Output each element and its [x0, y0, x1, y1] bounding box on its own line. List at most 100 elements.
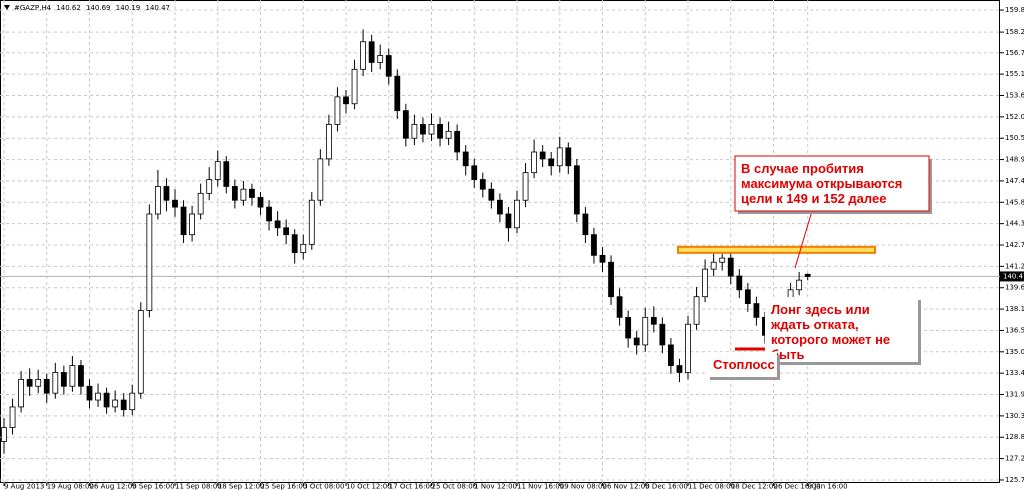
y-tick-label: 127.25: [1005, 455, 1024, 463]
candle-body: [60, 372, 67, 387]
x-tick-label: 25 Sep 16:00: [261, 483, 308, 490]
header-open: 140.62: [56, 4, 81, 12]
candle-body: [231, 186, 238, 201]
x-tick-label: 9 Aug 2013: [4, 483, 44, 490]
header-low: 140.19: [116, 4, 141, 12]
candle-body: [266, 206, 272, 222]
candle-body: [308, 199, 315, 245]
candle-body: [69, 365, 76, 387]
candle-body: [479, 179, 486, 190]
candle-body: [180, 206, 187, 236]
y-tick-label: 130.35: [1005, 412, 1024, 420]
candle-body: [95, 392, 101, 401]
y-tick-label: 150.50: [1005, 134, 1024, 142]
candle-body: [283, 227, 290, 236]
x-tick-label: 10 Oct 12:00: [346, 483, 392, 490]
candle-body: [599, 254, 606, 263]
candle-body: [120, 399, 127, 411]
x-tick-label: 18 Sep 12:00: [218, 483, 265, 490]
candle-body: [685, 323, 691, 373]
candle-body: [257, 197, 264, 208]
candle-body: [172, 199, 178, 208]
callout-box: [734, 155, 930, 212]
candle-body: [402, 110, 409, 139]
y-tick-label: 135.00: [1005, 348, 1024, 356]
candle-body: [642, 316, 649, 346]
candle-body: [573, 165, 580, 215]
candle-body: [291, 234, 298, 253]
candle-body: [1, 427, 7, 442]
x-tick-label: 11 Nov 16:00: [517, 483, 564, 490]
candle-body: [548, 158, 555, 167]
price-tag: [1000, 271, 1024, 282]
y-tick-label: 138.10: [1005, 305, 1024, 313]
candle-body: [163, 186, 170, 201]
candle-body: [744, 289, 751, 304]
y-tick-label: 141.20: [1005, 262, 1024, 270]
candles: [1, 29, 811, 454]
candle-body: [351, 68, 358, 105]
x-tick-label: 1 Nov 12:00: [474, 483, 517, 490]
header-icon: [4, 5, 10, 10]
candle-body: [394, 75, 401, 112]
candle-body: [462, 151, 469, 167]
y-tick-label: 125.70: [1005, 476, 1024, 484]
candle-body: [240, 188, 247, 201]
candle-body: [249, 188, 255, 198]
x-tick-label: 19 Nov 08:00: [560, 483, 607, 490]
candle-body: [531, 151, 537, 174]
candle-body: [582, 213, 589, 236]
candle-body: [804, 273, 811, 277]
candle-body: [206, 179, 213, 194]
x-tick-label: 17 Oct 16:00: [389, 483, 435, 490]
header: #GAZP,H4 140.62 140.69 140.19 140.47: [14, 4, 170, 12]
callout-text: максимума открываются: [741, 176, 902, 191]
candle-body: [514, 199, 520, 229]
y-tick-label: 128.80: [1005, 433, 1024, 441]
candle-body: [197, 192, 204, 215]
candle-body: [9, 406, 16, 429]
candle-body: [103, 392, 110, 408]
plot-frame: [0, 0, 1000, 483]
candle-body: [146, 213, 153, 311]
y-tick-label: 142.75: [1005, 241, 1024, 249]
header-close: 140.47: [145, 4, 170, 12]
callout-box: [707, 352, 777, 377]
y-tick-label: 156.70: [1005, 49, 1024, 57]
y-tick-label: 152.05: [1005, 113, 1024, 121]
candle-body: [565, 147, 572, 167]
candle-body: [274, 220, 281, 229]
callout-text: цели к 149 и 152 далее: [741, 191, 886, 206]
candle-body: [223, 161, 230, 187]
candle-body: [471, 165, 478, 180]
candle-body: [753, 303, 760, 318]
candle-body: [522, 172, 529, 201]
candle-body: [385, 55, 392, 77]
y-tick-label: 159.80: [1005, 6, 1024, 14]
candle-body: [86, 385, 93, 401]
x-tick-label: 9 Jan 16:00: [808, 483, 848, 490]
candle-body: [650, 316, 657, 325]
candle-body: [659, 323, 666, 346]
candle-body: [317, 158, 324, 201]
price-tag-label: 140.47: [1003, 272, 1024, 280]
candle-body: [736, 275, 743, 291]
x-tick-label: 3 Dec 16:00: [645, 483, 688, 490]
candle-body: [608, 261, 614, 298]
candle-body: [591, 234, 597, 256]
resistance-level: [677, 245, 876, 254]
candle-body: [616, 296, 623, 318]
candle-body: [360, 41, 367, 70]
candle-body: [693, 296, 700, 325]
y-tick-label: 139.65: [1005, 284, 1024, 292]
y-tick-label: 158.20: [1005, 28, 1024, 36]
x-tick-label: 25 Oct 08:00: [432, 483, 478, 490]
callout-text: которого может не: [771, 332, 890, 347]
y-tick-label: 136.55: [1005, 326, 1024, 334]
y-tick-label: 148.95: [1005, 156, 1024, 164]
candle-body: [368, 41, 375, 63]
candle-body: [625, 316, 632, 339]
candle-body: [411, 124, 418, 139]
y-tick-label: 131.90: [1005, 391, 1024, 399]
